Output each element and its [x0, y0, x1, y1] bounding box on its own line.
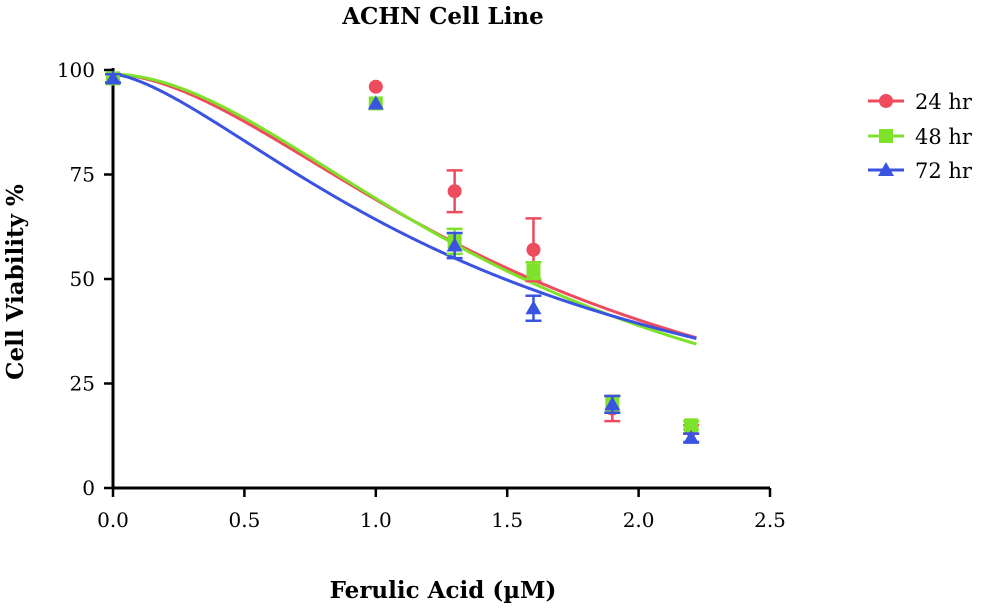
y-tick-label: 0 [82, 476, 95, 500]
data-point-72-hr [604, 396, 621, 411]
data-point-48-hr [684, 418, 699, 433]
y-axis-label: Cell Viability % [2, 184, 29, 380]
data-point-24-hr [526, 242, 541, 257]
data-point-72-hr [446, 237, 463, 252]
data-point-24-hr [368, 79, 383, 94]
x-tick-label: 1.5 [491, 508, 523, 532]
x-tick-label: 1.0 [360, 508, 392, 532]
legend-label: 24 hr [915, 90, 973, 114]
x-tick-label: 0.5 [228, 508, 260, 532]
legend-marker-72-hr [878, 162, 894, 176]
data-point-48-hr [526, 263, 541, 278]
x-tick-label: 0.0 [97, 508, 129, 532]
chart-title: ACHN Cell Line [341, 3, 544, 30]
legend-marker-24-hr [879, 94, 893, 108]
data-point-24-hr [447, 184, 462, 199]
data-point-72-hr [525, 300, 542, 315]
data-point-72-hr [105, 70, 121, 85]
data-point-72-hr [683, 429, 700, 444]
x-tick-label: 2.5 [754, 508, 786, 532]
data-point-72-hr [367, 95, 384, 110]
axes: 0.0 0.5 1.0 1.5 2.0 2.5 0 25 50 75 100 [57, 58, 786, 532]
legend-label: 48 hr [915, 125, 973, 149]
y-tick-label: 50 [70, 267, 95, 291]
fit-curves [112, 72, 697, 346]
legend-marker-48-hr [879, 129, 893, 143]
legend: 24 hr 48 hr 72 hr [868, 90, 973, 183]
y-tick-label: 75 [70, 163, 95, 187]
y-tick-label: 25 [70, 372, 95, 396]
legend-label: 72 hr [915, 159, 973, 183]
data-markers [105, 70, 700, 444]
x-tick-label: 2.0 [623, 508, 655, 532]
fit-curve-72-hr [112, 72, 697, 340]
y-tick-label: 100 [57, 58, 95, 82]
x-axis-label: Ferulic Acid (µM) [330, 577, 557, 604]
